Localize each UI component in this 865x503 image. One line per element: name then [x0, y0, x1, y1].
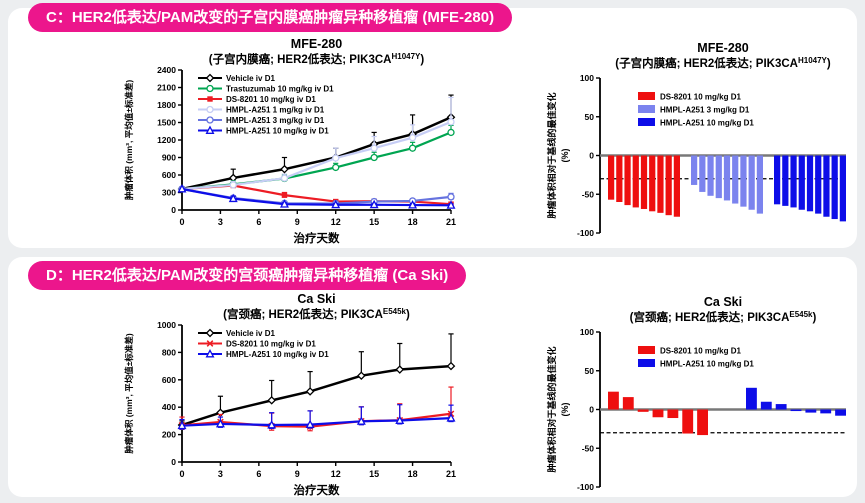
- svg-text:HMPL-A251 10 mg/kg iv D1: HMPL-A251 10 mg/kg iv D1: [226, 126, 329, 135]
- svg-text:12: 12: [331, 217, 341, 227]
- svg-text:800: 800: [162, 347, 176, 357]
- svg-text:600: 600: [162, 375, 176, 385]
- svg-text:-50: -50: [582, 189, 595, 199]
- svg-text:(宫颈癌; HER2低表达; PIK3CAE545k): (宫颈癌; HER2低表达; PIK3CAE545k): [223, 307, 410, 321]
- svg-text:9: 9: [295, 469, 300, 479]
- svg-text:100: 100: [580, 327, 594, 337]
- svg-text:Ca Ski: Ca Ski: [704, 295, 742, 309]
- svg-text:肿瘤体积相对于基线的最佳变化: 肿瘤体积相对于基线的最佳变化: [546, 346, 557, 472]
- mfe280-best-change-waterfall-chart: MFE-280 (子宫内膜癌; HER2低表达; PIK3CAH1047Y) 100…: [542, 40, 860, 243]
- svg-text:3: 3: [218, 217, 223, 227]
- svg-text:HMPL-A251 3 mg/kg iv D1: HMPL-A251 3 mg/kg iv D1: [226, 116, 325, 125]
- svg-text:1200: 1200: [157, 135, 176, 145]
- svg-text:900: 900: [162, 153, 176, 163]
- svg-text:Ca Ski: Ca Ski: [297, 292, 335, 306]
- svg-text:0: 0: [589, 405, 594, 415]
- svg-text:DS-8201 10 mg/kg D1: DS-8201 10 mg/kg D1: [660, 93, 741, 102]
- section-d-panel: [8, 257, 857, 497]
- svg-text:DS-8201 10 mg/kg iv D1: DS-8201 10 mg/kg iv D1: [226, 339, 316, 348]
- svg-text:15: 15: [369, 469, 379, 479]
- svg-text:MFE-280: MFE-280: [697, 41, 748, 55]
- section-d-banner: D：HER2低表达/PAM改变的宫颈癌肿瘤异种移植瘤 (Ca Ski): [28, 261, 467, 290]
- section-d-banner-label: D：HER2低表达/PAM改变的宫颈癌肿瘤异种移植瘤 (Ca Ski): [46, 267, 449, 284]
- svg-text:-100: -100: [577, 482, 594, 492]
- svg-text:(%): (%): [560, 403, 570, 417]
- svg-text:DS-8201 10 mg/kg iv D1: DS-8201 10 mg/kg iv D1: [226, 95, 316, 104]
- svg-text:HMPL-A251 10 mg/kg D1: HMPL-A251 10 mg/kg D1: [660, 119, 754, 128]
- svg-text:18: 18: [408, 217, 418, 227]
- svg-text:Vehicle iv D1: Vehicle iv D1: [226, 329, 275, 338]
- svg-text:HMPL-A251 3 mg/kg D1: HMPL-A251 3 mg/kg D1: [660, 106, 750, 115]
- svg-text:50: 50: [585, 366, 595, 376]
- svg-text:6: 6: [256, 217, 261, 227]
- svg-text:肿瘤体积相对于基线的最佳变化: 肿瘤体积相对于基线的最佳变化: [546, 92, 557, 218]
- svg-text:21: 21: [446, 469, 456, 479]
- svg-text:-100: -100: [577, 228, 594, 238]
- svg-text:Trastuzumab 10 mg/kg iv D1: Trastuzumab 10 mg/kg iv D1: [226, 84, 334, 93]
- svg-text:1800: 1800: [157, 100, 176, 110]
- svg-text:12: 12: [331, 469, 341, 479]
- svg-text:0: 0: [171, 457, 176, 467]
- svg-text:HMPL-A251 10 mg/kg D1: HMPL-A251 10 mg/kg D1: [660, 360, 754, 369]
- svg-text:1500: 1500: [157, 118, 176, 128]
- caski-tumor-volume-line-chart: Ca Ski (宫颈癌; HER2低表达; PIK3CAE545k) 0 200 400…: [118, 291, 463, 498]
- svg-text:1000: 1000: [157, 320, 176, 330]
- svg-text:-50: -50: [582, 443, 595, 453]
- section-c-banner: C：HER2低表达/PAM改变的子宫内膜癌肿瘤异种移植瘤 (MFE-280): [28, 3, 513, 32]
- section-c-panel: [8, 8, 857, 248]
- svg-text:Vehicle iv D1: Vehicle iv D1: [226, 74, 275, 83]
- svg-text:治疗天数: 治疗天数: [294, 483, 340, 497]
- svg-text:18: 18: [408, 469, 418, 479]
- svg-text:肿瘤体积 (mm³, 平均值±标准差): 肿瘤体积 (mm³, 平均值±标准差): [124, 80, 134, 202]
- svg-text:DS-8201 10 mg/kg D1: DS-8201 10 mg/kg D1: [660, 347, 741, 356]
- svg-text:2400: 2400: [157, 65, 176, 75]
- svg-text:(子宫内膜癌; HER2低表达; PIK3CAH1047Y): (子宫内膜癌; HER2低表达; PIK3CAH1047Y): [615, 56, 831, 70]
- svg-text:(子宫内膜癌; HER2低表达; PIK3CAH1047Y): (子宫内膜癌; HER2低表达; PIK3CAH1047Y): [209, 52, 425, 66]
- svg-text:0: 0: [179, 469, 184, 479]
- svg-text:肿瘤体积 (mm³, 平均值±标准差): 肿瘤体积 (mm³, 平均值±标准差): [124, 333, 134, 455]
- svg-text:600: 600: [162, 170, 176, 180]
- svg-text:0: 0: [171, 205, 176, 215]
- svg-text:300: 300: [162, 188, 176, 198]
- svg-text:100: 100: [580, 73, 594, 83]
- svg-text:200: 200: [162, 430, 176, 440]
- svg-text:2100: 2100: [157, 83, 176, 93]
- svg-text:15: 15: [369, 217, 379, 227]
- svg-text:HMPL-A251 1 mg/kg iv D1: HMPL-A251 1 mg/kg iv D1: [226, 105, 325, 114]
- svg-text:(宫颈癌; HER2低表达; PIK3CAE545k): (宫颈癌; HER2低表达; PIK3CAE545k): [630, 310, 817, 324]
- svg-text:9: 9: [295, 217, 300, 227]
- caski-best-change-waterfall-chart: Ca Ski (宫颈癌; HER2低表达; PIK3CAE545k) 100 50 0 -…: [542, 294, 860, 497]
- svg-text:6: 6: [256, 469, 261, 479]
- svg-text:HMPL-A251 10 mg/kg iv D1: HMPL-A251 10 mg/kg iv D1: [226, 350, 329, 359]
- svg-text:21: 21: [446, 217, 456, 227]
- svg-text:3: 3: [218, 469, 223, 479]
- mfe280-tumor-volume-line-chart: MFE-280 (子宫内膜癌; HER2低表达; PIK3CAH1047Y) 0 30…: [118, 36, 463, 246]
- svg-text:0: 0: [179, 217, 184, 227]
- svg-text:MFE-280: MFE-280: [291, 37, 342, 51]
- svg-text:50: 50: [585, 112, 595, 122]
- section-c-banner-label: C：HER2低表达/PAM改变的子宫内膜癌肿瘤异种移植瘤 (MFE-280): [46, 9, 495, 26]
- svg-text:400: 400: [162, 402, 176, 412]
- svg-text:(%): (%): [560, 149, 570, 163]
- svg-text:治疗天数: 治疗天数: [294, 231, 340, 245]
- svg-text:0: 0: [589, 151, 594, 161]
